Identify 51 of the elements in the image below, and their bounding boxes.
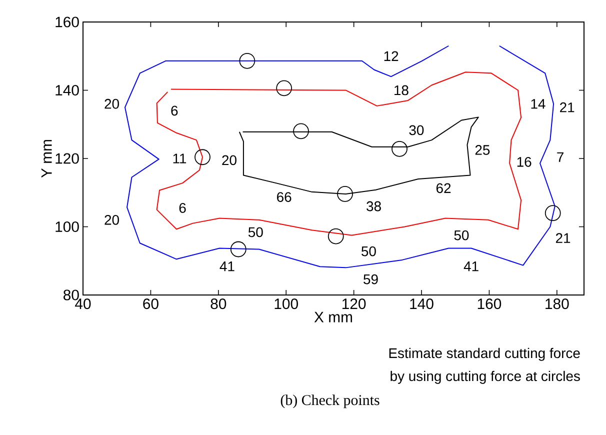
y-tick-label: 80 bbox=[64, 290, 79, 300]
annotation: 21 bbox=[560, 102, 574, 112]
x-tick-label: 180 bbox=[546, 298, 569, 310]
annotation: 21 bbox=[556, 233, 570, 243]
annotation: 14 bbox=[531, 99, 546, 109]
point bbox=[276, 80, 292, 96]
text: Estimate standard cutting force bbox=[389, 348, 580, 361]
annotation: 50 bbox=[248, 227, 263, 238]
annotation: 20 bbox=[222, 155, 236, 166]
annotation: 20 bbox=[104, 214, 119, 225]
annotation: 50 bbox=[454, 230, 469, 240]
annotation: 6 bbox=[179, 203, 186, 213]
annotation: 11 bbox=[173, 154, 186, 164]
x-tick-label: 80 bbox=[210, 298, 226, 310]
point bbox=[337, 186, 353, 202]
y-tick-label: 160 bbox=[56, 16, 79, 28]
x-tick-label: 140 bbox=[410, 298, 434, 310]
annotation: 18 bbox=[394, 85, 408, 96]
x-tick-label: 40 bbox=[75, 298, 91, 310]
annotation: 20 bbox=[104, 98, 119, 109]
annotation: 59 bbox=[364, 274, 378, 284]
annotation: 41 bbox=[220, 262, 234, 272]
annotation: 38 bbox=[366, 201, 381, 212]
point bbox=[293, 123, 309, 140]
text: (b) Check points bbox=[280, 394, 380, 408]
y-axis-title: Y mm bbox=[41, 140, 52, 178]
x-tick-label: 100 bbox=[274, 298, 298, 310]
point bbox=[239, 52, 256, 69]
y-tick-label: 100 bbox=[56, 221, 79, 232]
x-tick-label: 120 bbox=[342, 298, 366, 310]
annotation: 25 bbox=[475, 145, 490, 155]
annotation: 7 bbox=[557, 152, 564, 162]
annotation: 41 bbox=[464, 262, 478, 272]
annotation: 66 bbox=[277, 192, 292, 202]
text: by using cutting force at circles bbox=[390, 370, 580, 384]
annotation: 12 bbox=[384, 51, 398, 61]
point bbox=[392, 140, 408, 157]
point bbox=[544, 205, 561, 222]
point bbox=[328, 228, 344, 244]
y-tick-label: 120 bbox=[56, 153, 79, 164]
annotation: 30 bbox=[409, 125, 424, 136]
y-tick-label: 140 bbox=[56, 84, 79, 96]
annotation: 16 bbox=[517, 156, 532, 167]
point bbox=[230, 241, 246, 258]
x-axis-title: X mm bbox=[314, 312, 352, 322]
point bbox=[194, 149, 210, 166]
annotation: 6 bbox=[171, 106, 178, 116]
x-tick-label: 160 bbox=[478, 298, 502, 310]
annotation: 50 bbox=[362, 246, 376, 256]
annotation: 62 bbox=[436, 183, 451, 194]
x-tick-label: 60 bbox=[143, 298, 158, 310]
